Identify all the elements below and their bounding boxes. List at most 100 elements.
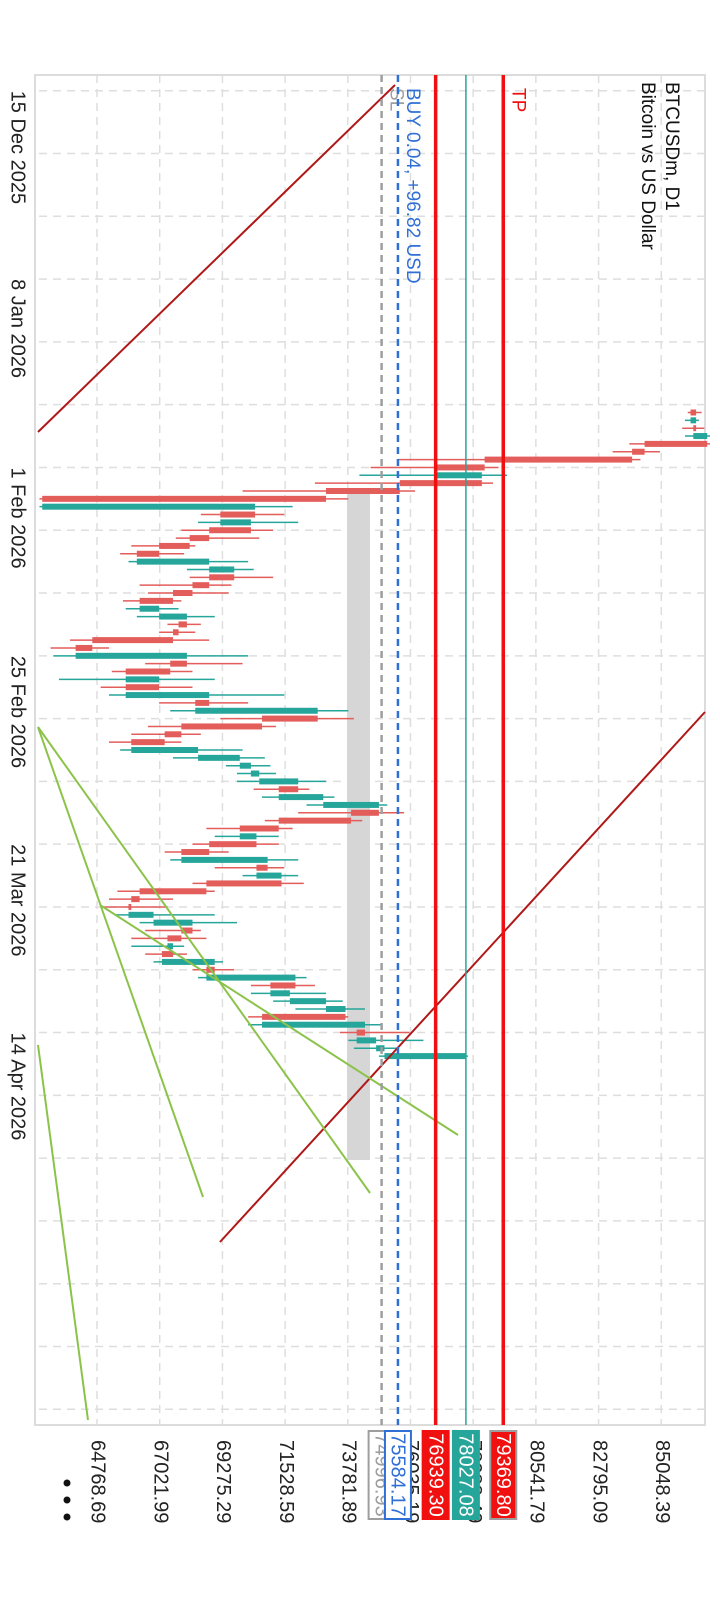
y-tick-label: 80541.79 xyxy=(526,1440,548,1523)
level-price-label: 79369.80 xyxy=(492,1433,514,1516)
candle-body xyxy=(153,919,193,926)
level-price-box xyxy=(451,1430,480,1520)
candle-body xyxy=(644,440,708,447)
candle-body xyxy=(125,684,160,691)
axes: 15 Dec 2025 8 Jan 2026 1 Feb 2026 25 Feb 20… xyxy=(7,91,673,1524)
candle-body xyxy=(209,566,235,573)
candle-body xyxy=(181,723,263,730)
candle-body xyxy=(632,448,645,455)
level-price-box xyxy=(489,1430,518,1520)
candle-body xyxy=(270,990,290,997)
x-tick-label: 15 Dec 2025 xyxy=(7,91,29,204)
candle-body xyxy=(164,731,182,738)
menu-dot[interactable] xyxy=(63,1479,71,1487)
candle-body xyxy=(278,817,352,824)
candle-body xyxy=(690,409,697,416)
candle-body xyxy=(239,762,251,769)
menu-button[interactable] xyxy=(63,1479,71,1521)
candle-body xyxy=(125,692,210,699)
candle-body xyxy=(75,652,187,659)
level-name: TP xyxy=(507,88,528,112)
candle-body xyxy=(136,550,160,557)
candle-body xyxy=(262,715,318,722)
candle-body xyxy=(262,1013,346,1020)
level-name: SL xyxy=(386,88,407,111)
candle-body xyxy=(128,911,154,918)
level-price-box xyxy=(421,1430,450,1520)
menu-dot[interactable] xyxy=(63,1513,71,1521)
y-tick-label: 64768.69 xyxy=(87,1440,109,1523)
candle-body xyxy=(209,841,257,848)
candle-body xyxy=(351,809,379,816)
candle-body xyxy=(136,558,210,565)
menu-dot[interactable] xyxy=(63,1496,71,1504)
candle-body xyxy=(356,1029,365,1036)
x-tick-label: 1 Feb 2026 xyxy=(7,467,29,568)
candle-body xyxy=(131,747,199,753)
candle-body xyxy=(278,786,299,793)
candle-body xyxy=(181,856,268,863)
level-price-label: 78027.08 xyxy=(455,1433,477,1516)
candle-body xyxy=(139,597,174,604)
y-tick-label: 71528.59 xyxy=(275,1440,297,1523)
candle-body xyxy=(239,833,257,840)
candle-body xyxy=(159,542,190,549)
candle-body xyxy=(323,801,379,808)
candle-body xyxy=(173,590,193,597)
level-price-label: 75584.17 xyxy=(387,1433,409,1516)
candle-body xyxy=(220,511,256,518)
candle-body xyxy=(125,676,160,683)
candle-body xyxy=(181,849,210,856)
candle-body xyxy=(209,527,251,534)
fan-line xyxy=(37,1044,89,1421)
candle-body xyxy=(173,629,179,636)
candle-body xyxy=(326,487,400,494)
candle-body xyxy=(42,495,327,502)
candle-body xyxy=(278,794,324,801)
candle-body xyxy=(434,472,482,479)
candle-body xyxy=(75,644,93,651)
candle-body xyxy=(484,456,633,463)
candle-body xyxy=(262,1021,365,1028)
candle-body xyxy=(399,480,482,487)
candle-body xyxy=(209,574,235,581)
candle-body xyxy=(220,519,251,526)
x-tick-label: 8 Jan 2026 xyxy=(7,279,29,378)
candle-body xyxy=(167,935,182,942)
candle-body xyxy=(195,707,318,714)
fan-line xyxy=(37,726,371,1194)
candle-body xyxy=(192,582,210,589)
candle-body xyxy=(206,974,296,981)
candle-body xyxy=(195,699,210,706)
candle-body xyxy=(198,754,240,761)
candle-body xyxy=(161,951,174,958)
x-tick-label: 25 Feb 2026 xyxy=(7,656,29,768)
candle-body xyxy=(42,503,256,510)
y-tick-label: 82795.09 xyxy=(588,1440,610,1523)
candle-body xyxy=(376,1045,385,1052)
candle-body xyxy=(139,605,160,612)
candle-body xyxy=(270,982,296,989)
candle-body xyxy=(159,613,187,620)
candle-body xyxy=(693,433,708,440)
candle-body xyxy=(139,888,207,895)
candle-body xyxy=(125,668,171,675)
candle-body xyxy=(131,739,165,746)
chart-title: BTCUSDm, D1 xyxy=(661,82,682,211)
candle-body xyxy=(434,464,485,471)
level-price-box xyxy=(383,1430,412,1520)
y-tick-label: 73781.89 xyxy=(338,1440,360,1523)
candle-body xyxy=(690,417,697,424)
trend-line xyxy=(219,711,706,1243)
zone-rectangle xyxy=(347,490,370,1160)
candle-body xyxy=(256,872,282,879)
candle-body xyxy=(92,637,174,644)
y-tick-label: 67021.99 xyxy=(149,1440,171,1523)
y-tick-label: 85048.39 xyxy=(651,1440,673,1523)
candle-body xyxy=(167,943,174,950)
candle-body xyxy=(206,880,282,887)
candle-body xyxy=(356,1037,377,1044)
